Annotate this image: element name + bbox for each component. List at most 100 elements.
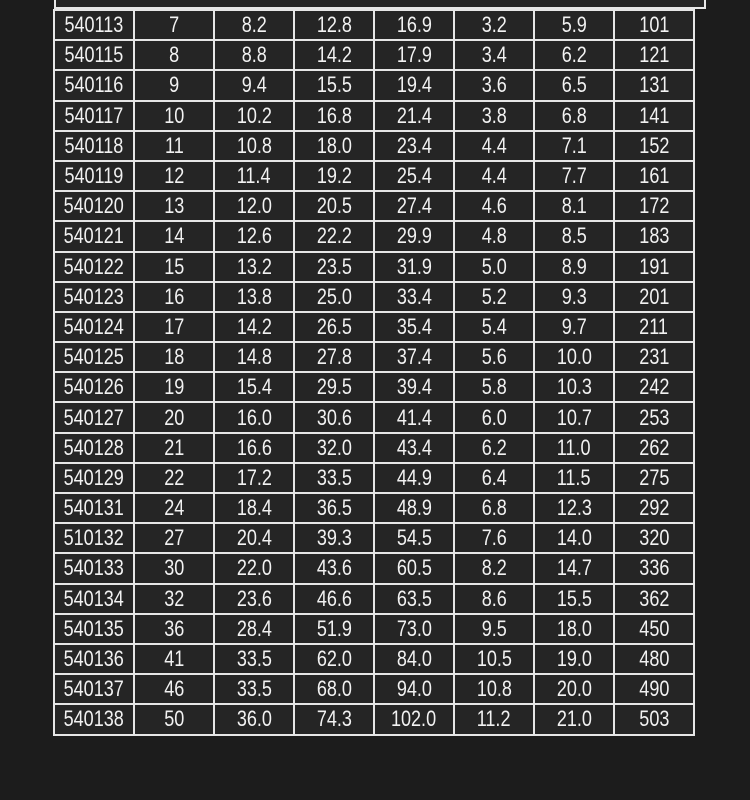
table-cell: 33.4: [373, 280, 455, 313]
part-number-cell: 540134: [53, 582, 135, 615]
table-row: 540123 16 13.8 25.0 33.4 5.2 9.3 201: [53, 280, 695, 313]
table-cell: 7.6: [453, 522, 535, 555]
table-row: 540133 30 22.0 43.6 60.5 8.2 14.7 336: [53, 552, 695, 585]
cell-text: 25.4: [396, 163, 432, 189]
table-cell: 8.8: [213, 39, 295, 72]
cell-text: 94.0: [396, 676, 432, 702]
table-cell: 24: [133, 491, 215, 525]
cell-text: 22.0: [236, 555, 272, 581]
table-cell: 9.7: [533, 310, 615, 344]
table-cell: 32: [133, 582, 215, 615]
table-cell: 8.1: [533, 190, 615, 223]
table-row: 540131 24 18.4 36.5 48.9 6.8 12.3 292: [53, 491, 695, 525]
table-cell: 6.4: [453, 461, 535, 495]
cell-text: 19: [163, 374, 185, 400]
table-cell: 6.8: [453, 491, 535, 525]
cell-text: 275: [638, 464, 670, 490]
cell-text: 540129: [63, 464, 125, 490]
cell-text: 6.5: [561, 72, 587, 98]
table-cell: 44.9: [373, 461, 455, 495]
part-number-cell: 540131: [53, 491, 135, 525]
table-cell: 27: [133, 522, 215, 555]
spec-table: 540113 7 8.2 12.8 16.9 3.2 5.9 101 540115 8 8.8 14.…: [53, 8, 695, 736]
cell-text: 33.5: [236, 646, 272, 672]
cell-text: 37.4: [396, 344, 432, 370]
table-cell: 32.0: [293, 431, 375, 464]
cell-text: 211: [639, 313, 669, 339]
cell-text: 13: [163, 193, 185, 219]
cell-text: 36: [163, 615, 185, 641]
cell-text: 21: [163, 434, 185, 460]
table-cell: 8.2: [213, 8, 295, 42]
cell-text: 262: [638, 434, 670, 460]
cell-text: 8: [168, 42, 180, 68]
cell-text: 14.8: [236, 344, 272, 370]
cell-text: 32: [163, 585, 185, 611]
cell-text: 183: [638, 223, 670, 249]
cell-text: 7: [168, 12, 180, 38]
table-cell: 131: [613, 69, 695, 102]
table-cell: 94.0: [373, 673, 455, 706]
cell-text: 29.9: [396, 223, 432, 249]
cell-text: 540127: [63, 404, 125, 430]
cell-text: 68.0: [316, 676, 352, 702]
cell-text: 35.4: [396, 313, 432, 339]
cell-text: 16.0: [236, 404, 272, 430]
cell-text: 33.4: [396, 283, 432, 309]
table-cell: 20: [133, 401, 215, 434]
cell-text: 540121: [63, 223, 125, 249]
cell-text: 28.4: [236, 615, 272, 641]
cell-text: 17.2: [236, 464, 272, 490]
table-row: 540136 41 33.5 62.0 84.0 10.5 19.0 480: [53, 642, 695, 676]
table-cell: 30: [133, 552, 215, 585]
cell-text: 9: [168, 72, 180, 98]
cell-text: 11.2: [477, 706, 511, 732]
table-cell: 14.0: [533, 522, 615, 555]
table-cell: 3.8: [453, 99, 535, 132]
cell-text: 540136: [63, 646, 125, 672]
cell-text: 102.0: [391, 706, 437, 732]
table-cell: 450: [613, 612, 695, 645]
part-number-cell: 540126: [53, 371, 135, 404]
cell-text: 6.2: [481, 434, 507, 460]
table-cell: 16.9: [373, 8, 455, 42]
cell-text: 540113: [64, 12, 124, 38]
part-number-cell: 540119: [53, 159, 135, 193]
cell-text: 10.7: [556, 404, 592, 430]
table-cell: 22.2: [293, 220, 375, 253]
cell-text: 191: [638, 253, 670, 279]
part-number-cell: 540117: [53, 99, 135, 132]
part-number-cell: 540124: [53, 310, 135, 344]
table-cell: 33.5: [293, 461, 375, 495]
cell-text: 46: [163, 676, 185, 702]
table-cell: 503: [613, 703, 695, 736]
cell-text: 10: [163, 102, 185, 128]
cell-text: 32.0: [316, 434, 352, 460]
cell-text: 540120: [63, 193, 125, 219]
cell-text: 62.0: [316, 646, 352, 672]
cell-text: 23.6: [236, 585, 272, 611]
cell-text: 8.2: [481, 555, 507, 581]
table-cell: 43.6: [293, 552, 375, 585]
table-cell: 11: [133, 129, 215, 162]
cell-text: 60.5: [396, 555, 432, 581]
table-cell: 23.5: [293, 250, 375, 283]
cell-text: 20.4: [236, 525, 272, 551]
table-cell: 172: [613, 190, 695, 223]
table-cell: 161: [613, 159, 695, 193]
table-cell: 37.4: [373, 341, 455, 374]
table-cell: 101: [613, 8, 695, 42]
cell-text: 23.5: [316, 253, 352, 279]
table-cell: 320: [613, 522, 695, 555]
cell-text: 5.4: [481, 313, 507, 339]
table-cell: 17.9: [373, 39, 455, 72]
cell-text: 25.0: [316, 283, 352, 309]
table-row: 540118 11 10.8 18.0 23.4 4.4 7.1 152: [53, 129, 695, 162]
table-cell: 84.0: [373, 642, 455, 676]
table-cell: 25.0: [293, 280, 375, 313]
cell-text: 7.6: [481, 525, 507, 551]
cell-text: 13.2: [236, 253, 272, 279]
cell-text: 131: [638, 72, 670, 98]
cell-text: 12.8: [316, 12, 352, 38]
cell-text: 6.2: [561, 42, 587, 68]
